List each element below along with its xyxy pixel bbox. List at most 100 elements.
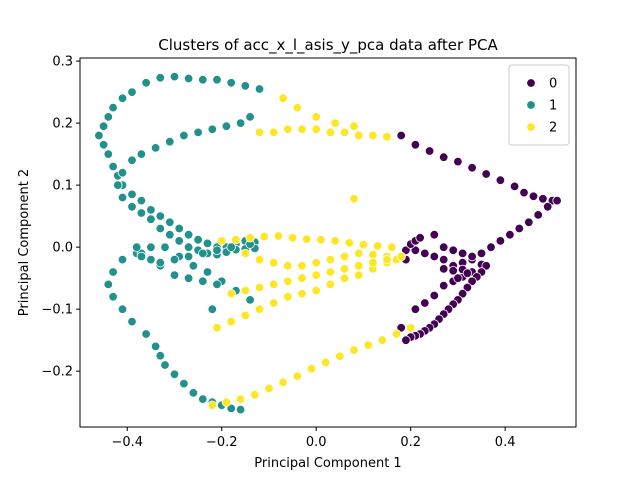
data-point [108, 292, 118, 302]
data-point [439, 264, 449, 274]
data-point [410, 304, 421, 314]
data-point [325, 127, 336, 138]
data-point [439, 242, 449, 252]
data-point [462, 268, 473, 278]
data-point [316, 234, 326, 245]
data-point [183, 273, 194, 283]
chart-title: Clusters of acc_x_l_asis_y_pca data afte… [158, 36, 498, 55]
data-point [254, 254, 265, 265]
data-point [136, 149, 147, 159]
data-point [457, 289, 468, 299]
data-point [354, 261, 364, 271]
data-point [193, 234, 203, 245]
data-point [514, 223, 525, 234]
data-point [198, 394, 208, 404]
data-point [94, 130, 104, 141]
data-point [169, 71, 180, 82]
data-point [264, 383, 274, 394]
points-layer [94, 71, 562, 415]
data-point [240, 81, 251, 91]
data-point [283, 276, 293, 287]
data-point [183, 242, 194, 252]
data-point [457, 248, 468, 259]
data-point [188, 388, 199, 398]
data-point [169, 270, 180, 280]
data-point [467, 163, 477, 173]
data-point [524, 217, 534, 228]
data-point [292, 371, 303, 381]
data-point [250, 390, 260, 400]
data-point [339, 251, 350, 262]
data-point [368, 258, 378, 268]
data-point [519, 187, 529, 198]
data-point [349, 345, 359, 355]
series-0 [396, 130, 562, 345]
data-point [420, 248, 430, 259]
data-point [509, 181, 520, 192]
data-point [198, 248, 208, 259]
data-point [420, 298, 430, 308]
data-point [146, 205, 156, 215]
data-point [226, 316, 236, 327]
data-point [160, 242, 170, 252]
data-point [382, 254, 392, 265]
data-point [339, 127, 350, 138]
data-point [363, 340, 373, 350]
legend-box [508, 64, 570, 146]
data-point [146, 214, 156, 224]
data-point [212, 279, 222, 290]
data-point [240, 285, 251, 296]
data-point [108, 267, 118, 277]
data-point [349, 121, 359, 131]
data-point [283, 261, 293, 271]
data-point [108, 161, 118, 172]
data-point [330, 118, 340, 128]
data-point [278, 93, 288, 104]
data-point [415, 233, 425, 243]
data-point [495, 236, 506, 246]
legend-label: 0 [549, 77, 557, 92]
data-point [396, 323, 406, 333]
data-point [212, 74, 222, 85]
legend-marker [526, 122, 536, 132]
data-point [131, 242, 142, 252]
data-point [439, 152, 449, 162]
data-point [354, 270, 364, 280]
y-tick-label: 0.1 [52, 179, 73, 194]
data-point [424, 146, 435, 156]
data-point [254, 84, 265, 94]
data-point [235, 118, 246, 128]
data-point [202, 267, 213, 277]
data-point [136, 251, 147, 262]
data-point [358, 239, 369, 250]
data-point [108, 102, 118, 113]
data-point [453, 273, 463, 283]
data-point [136, 195, 147, 206]
data-point [221, 397, 232, 407]
data-point [212, 245, 222, 256]
data-point [216, 236, 227, 246]
data-point [330, 236, 340, 246]
data-point [188, 261, 199, 271]
data-point [259, 231, 269, 242]
data-point [150, 341, 161, 352]
data-point [429, 229, 440, 240]
y-axis: −0.2 −0.1 0.0 0.1 0.2 0.3 [41, 55, 80, 380]
data-point [339, 273, 350, 283]
data-point [311, 112, 321, 122]
data-point [297, 273, 307, 283]
data-point [117, 254, 128, 265]
data-point [401, 245, 411, 256]
data-point [98, 121, 109, 131]
data-point [325, 279, 336, 290]
plot-frame [79, 57, 577, 428]
data-point [98, 140, 109, 150]
y-tick-label: −0.2 [41, 365, 73, 380]
data-point [349, 194, 359, 204]
data-point [429, 251, 440, 262]
data-point [269, 298, 279, 308]
data-point [467, 276, 477, 287]
data-point [448, 266, 458, 276]
data-point [292, 102, 303, 113]
data-point [207, 400, 218, 411]
